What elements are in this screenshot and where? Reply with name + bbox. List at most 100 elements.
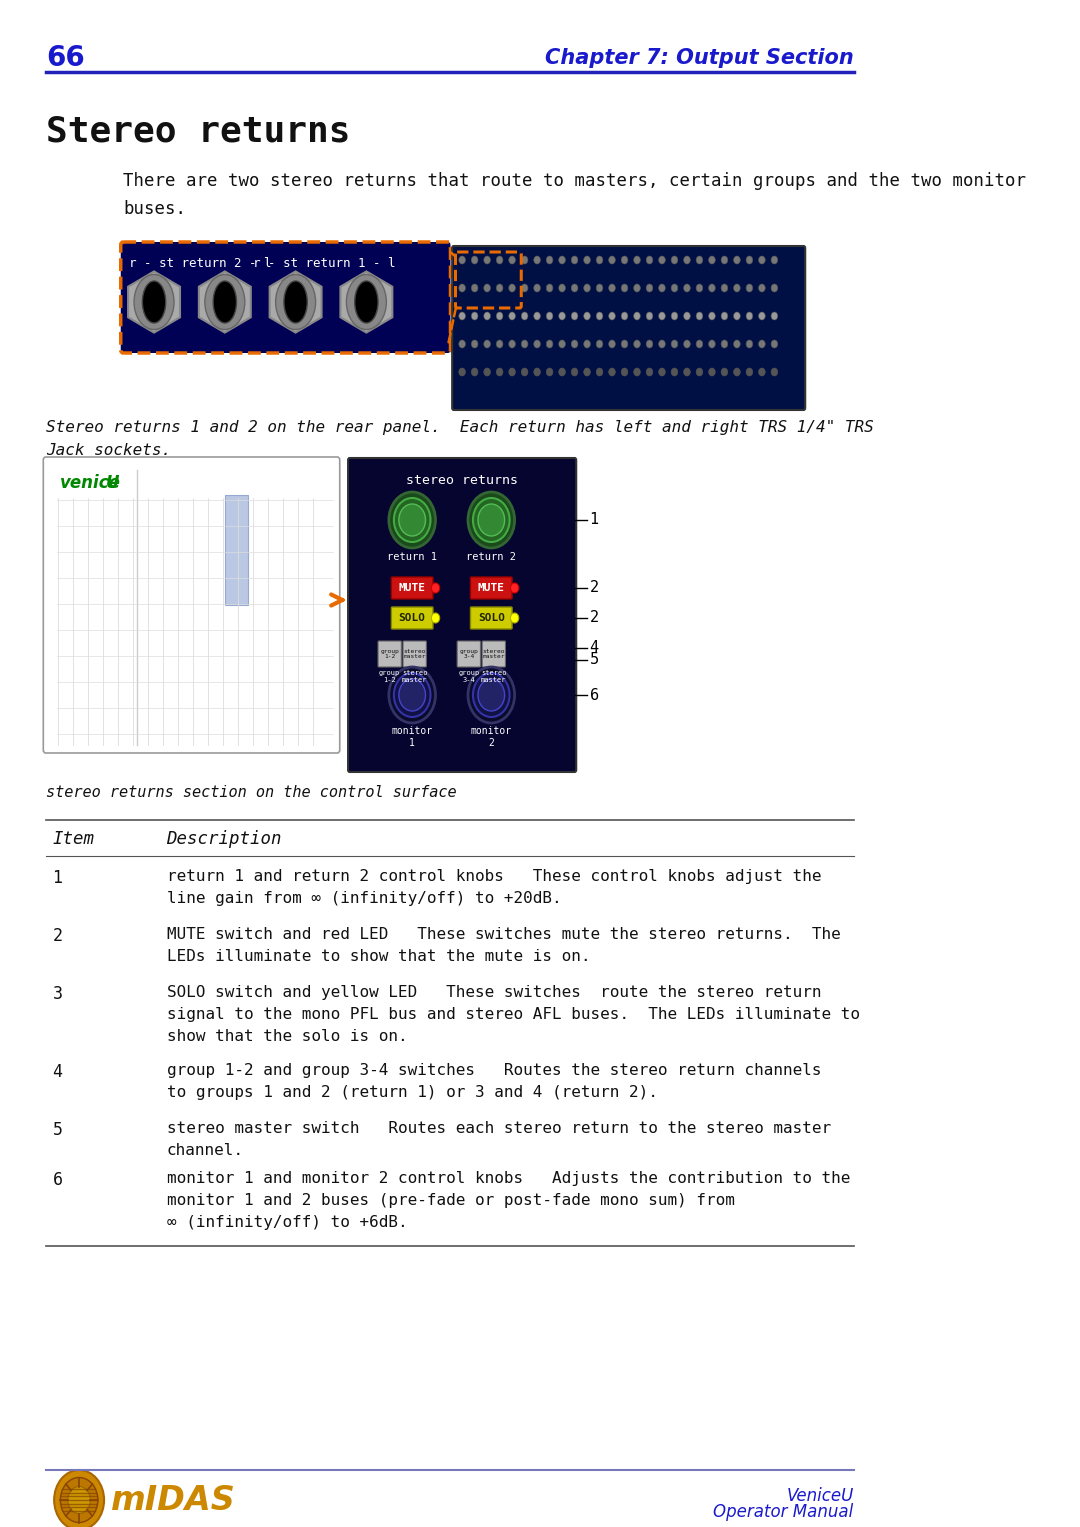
Circle shape xyxy=(771,257,778,264)
Circle shape xyxy=(708,257,715,264)
Text: 2: 2 xyxy=(590,580,598,596)
Circle shape xyxy=(459,312,465,321)
Circle shape xyxy=(431,583,440,592)
Circle shape xyxy=(671,284,678,292)
Circle shape xyxy=(534,368,540,376)
Circle shape xyxy=(497,312,503,321)
Circle shape xyxy=(609,284,616,292)
Text: r - st return 1 - l: r - st return 1 - l xyxy=(254,257,396,270)
Circle shape xyxy=(459,368,465,376)
Circle shape xyxy=(621,257,627,264)
Text: MUTE: MUTE xyxy=(477,583,504,592)
Circle shape xyxy=(596,312,603,321)
Text: 4: 4 xyxy=(590,640,598,655)
Circle shape xyxy=(634,368,640,376)
Polygon shape xyxy=(199,272,251,333)
Circle shape xyxy=(484,312,490,321)
Circle shape xyxy=(471,257,478,264)
Circle shape xyxy=(708,341,715,348)
Circle shape xyxy=(646,257,652,264)
Circle shape xyxy=(697,284,703,292)
Text: 1: 1 xyxy=(590,513,598,527)
Circle shape xyxy=(758,368,766,376)
Circle shape xyxy=(399,504,426,536)
Circle shape xyxy=(389,492,435,548)
Circle shape xyxy=(484,368,490,376)
Ellipse shape xyxy=(275,275,315,330)
FancyBboxPatch shape xyxy=(391,608,433,629)
Text: group
3-4: group 3-4 xyxy=(459,649,478,660)
FancyBboxPatch shape xyxy=(471,577,512,599)
Text: venice: venice xyxy=(60,473,121,492)
Ellipse shape xyxy=(347,275,387,330)
Circle shape xyxy=(534,341,540,348)
Circle shape xyxy=(596,368,603,376)
FancyBboxPatch shape xyxy=(43,457,340,753)
Circle shape xyxy=(733,368,740,376)
Circle shape xyxy=(771,284,778,292)
Circle shape xyxy=(511,583,518,592)
Circle shape xyxy=(609,257,616,264)
Circle shape xyxy=(468,492,514,548)
Circle shape xyxy=(746,312,753,321)
Text: stereo master switch   Routes each stereo return to the stereo master
channel.: stereo master switch Routes each stereo … xyxy=(166,1121,831,1157)
Text: SOLO: SOLO xyxy=(477,612,504,623)
Circle shape xyxy=(758,257,766,264)
Circle shape xyxy=(522,257,528,264)
Circle shape xyxy=(684,368,690,376)
Circle shape xyxy=(471,341,478,348)
Ellipse shape xyxy=(143,281,165,324)
Ellipse shape xyxy=(354,281,378,324)
Circle shape xyxy=(596,257,603,264)
Circle shape xyxy=(471,312,478,321)
Circle shape xyxy=(758,312,766,321)
Circle shape xyxy=(733,257,740,264)
Circle shape xyxy=(509,284,515,292)
Circle shape xyxy=(583,257,591,264)
Circle shape xyxy=(646,312,652,321)
Circle shape xyxy=(394,498,431,542)
Text: 1: 1 xyxy=(53,869,63,887)
Text: return 2: return 2 xyxy=(467,551,516,562)
Circle shape xyxy=(671,341,678,348)
Circle shape xyxy=(431,612,440,623)
Circle shape xyxy=(758,284,766,292)
Text: There are two stereo returns that route to masters, certain groups and the two m: There are two stereo returns that route … xyxy=(123,173,1026,218)
Text: stereo returns section on the control surface: stereo returns section on the control su… xyxy=(45,785,457,800)
Text: VeniceU: VeniceU xyxy=(786,1487,853,1506)
Circle shape xyxy=(697,257,703,264)
Circle shape xyxy=(697,368,703,376)
FancyBboxPatch shape xyxy=(453,246,806,411)
Circle shape xyxy=(771,368,778,376)
FancyBboxPatch shape xyxy=(391,577,433,599)
Circle shape xyxy=(471,368,478,376)
Text: 2: 2 xyxy=(53,927,63,945)
Circle shape xyxy=(646,284,652,292)
Text: return 1 and return 2 control knobs   These control knobs adjust the
line gain f: return 1 and return 2 control knobs Thes… xyxy=(166,869,821,906)
Circle shape xyxy=(684,312,690,321)
Circle shape xyxy=(697,312,703,321)
Circle shape xyxy=(571,284,578,292)
Circle shape xyxy=(522,368,528,376)
Circle shape xyxy=(497,368,503,376)
Text: 5: 5 xyxy=(590,652,598,667)
Circle shape xyxy=(546,312,553,321)
Text: stereo
master: stereo master xyxy=(483,649,505,660)
FancyBboxPatch shape xyxy=(403,641,427,667)
Circle shape xyxy=(522,341,528,348)
Circle shape xyxy=(721,341,728,348)
Circle shape xyxy=(60,1478,98,1522)
Circle shape xyxy=(478,680,504,712)
Circle shape xyxy=(497,341,503,348)
FancyBboxPatch shape xyxy=(121,241,450,353)
Circle shape xyxy=(571,312,578,321)
FancyBboxPatch shape xyxy=(471,608,512,629)
Text: U: U xyxy=(106,473,119,492)
Text: stereo
master: stereo master xyxy=(404,649,426,660)
Circle shape xyxy=(558,312,566,321)
Circle shape xyxy=(746,368,753,376)
Text: monitor: monitor xyxy=(471,725,512,736)
Text: return 1: return 1 xyxy=(387,551,437,562)
Circle shape xyxy=(389,667,435,722)
FancyBboxPatch shape xyxy=(225,495,248,605)
